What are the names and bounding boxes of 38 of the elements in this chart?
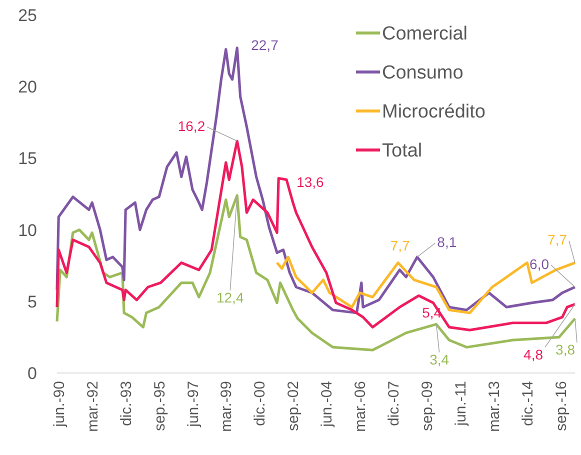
x-tick-label: dic.-07 — [386, 381, 403, 426]
x-tick-label: sep.-95 — [151, 381, 168, 432]
x-tick-label: sep.-09 — [419, 381, 436, 432]
legend-label: Microcrédito — [382, 102, 486, 123]
x-tick-label: mar.-06 — [352, 381, 370, 432]
x-tick-label: sep.-16 — [552, 381, 570, 432]
legend-label: Consumo — [382, 62, 464, 84]
y-tick-label: 15 — [18, 149, 37, 168]
y-tick-label: 10 — [18, 220, 37, 240]
x-tick-label: dic.-93 — [118, 381, 135, 426]
y-tick-label: 20 — [18, 78, 37, 97]
x-tick-label: jun.-97 — [184, 381, 202, 428]
annotation: 13,6 — [296, 174, 324, 190]
legend-label: Total — [382, 140, 422, 162]
annotation: 7,7 — [548, 232, 568, 248]
legend-label: Comercial — [382, 24, 468, 45]
annotation: 6,0 — [530, 256, 550, 272]
x-tick-label: sep.-02 — [285, 381, 302, 432]
annotation: 8,1 — [437, 234, 457, 250]
x-tick-label: mar.-92 — [84, 381, 102, 432]
annotation: 7,7 — [390, 238, 410, 254]
x-tick-label: dic.-00 — [252, 381, 269, 426]
x-tick-label: jun.-04 — [318, 381, 336, 428]
y-tick-label: 0 — [28, 364, 37, 383]
x-tick-label: mar.-99 — [218, 381, 236, 432]
x-tick-label: dic.-14 — [519, 381, 536, 426]
annotation: 3,4 — [430, 351, 450, 368]
annotation: 4,8 — [524, 346, 544, 362]
x-tick-label: mar.-13 — [486, 381, 503, 432]
annotation: 12,4 — [216, 289, 244, 306]
y-tick-label: 5 — [28, 292, 37, 312]
y-tick-label: 25 — [18, 6, 37, 25]
x-tick-label: jun.-11 — [452, 381, 470, 427]
annotation: 22,7 — [251, 36, 279, 53]
annotation: 16,2 — [178, 118, 206, 134]
line-series — [56, 140, 576, 332]
x-tick-label: jun.-90 — [50, 381, 68, 428]
annotation: 3,8 — [556, 342, 576, 358]
